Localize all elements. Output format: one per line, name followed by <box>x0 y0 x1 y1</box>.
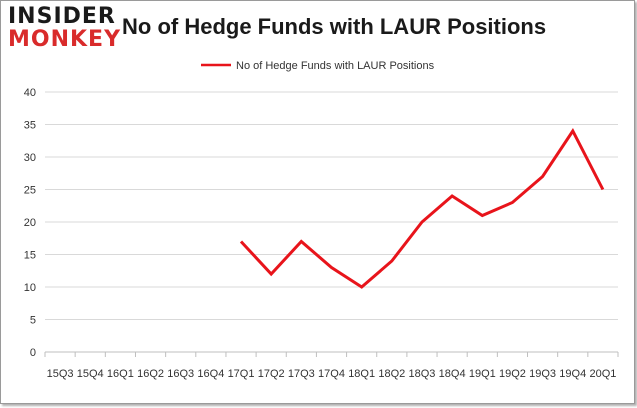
x-tick-label: 18Q4 <box>439 368 466 380</box>
y-tick-label: 25 <box>24 185 36 197</box>
y-tick-label: 30 <box>24 152 36 164</box>
chart-title: No of Hedge Funds with LAUR Positions <box>122 14 547 39</box>
x-tick-labels: 15Q3 15Q4 16Q1 16Q2 16Q3 16Q4 17Q1 17Q2 17Q3 17Q4… <box>44 352 619 380</box>
y-tick-label: 35 <box>24 120 36 132</box>
y-tick-label: 40 <box>24 87 36 99</box>
y-tick-label: 5 <box>30 315 36 327</box>
x-tick-label: 19Q3 <box>529 368 556 380</box>
legend: No of Hedge Funds with LAUR Positions <box>201 60 435 72</box>
series-lines <box>239 128 605 289</box>
y-tick-label: 15 <box>24 250 36 262</box>
y-tick-labels: 0 5 10 15 20 25 30 35 40 <box>24 87 36 359</box>
x-tick-label: 19Q1 <box>469 368 496 380</box>
x-tick-label: 18Q1 <box>348 368 375 380</box>
series-line-0 <box>239 128 605 289</box>
gridlines <box>45 91 618 353</box>
x-tick-label: 16Q3 <box>167 368 194 380</box>
y-tick-label: 10 <box>24 282 36 294</box>
x-tick-label: 20Q1 <box>589 368 616 380</box>
x-tick-label: 16Q4 <box>197 368 224 380</box>
x-tick-label: 19Q2 <box>499 368 526 380</box>
logo-line-1: INSIDER <box>8 4 116 29</box>
x-tick-label: 15Q3 <box>47 368 74 380</box>
x-tick-label: 19Q4 <box>559 368 586 380</box>
y-tick-label: 20 <box>24 217 36 229</box>
legend-label: No of Hedge Funds with LAUR Positions <box>236 60 435 72</box>
insider-monkey-logo: INSIDER MONKEY <box>8 6 121 51</box>
x-tick-label: 17Q2 <box>258 368 285 380</box>
x-tick-label: 16Q1 <box>107 368 134 380</box>
x-tick-label: 15Q4 <box>77 368 104 380</box>
x-tick-label: 18Q2 <box>378 368 405 380</box>
x-tick-label: 17Q4 <box>318 368 345 380</box>
y-tick-label: 0 <box>30 347 36 359</box>
x-tick-label: 17Q3 <box>288 368 315 380</box>
x-tick-label: 17Q1 <box>228 368 255 380</box>
x-tick-label: 18Q3 <box>409 368 436 380</box>
x-tick-label: 16Q2 <box>137 368 164 380</box>
logo-line-2: MONKEY <box>8 27 122 52</box>
